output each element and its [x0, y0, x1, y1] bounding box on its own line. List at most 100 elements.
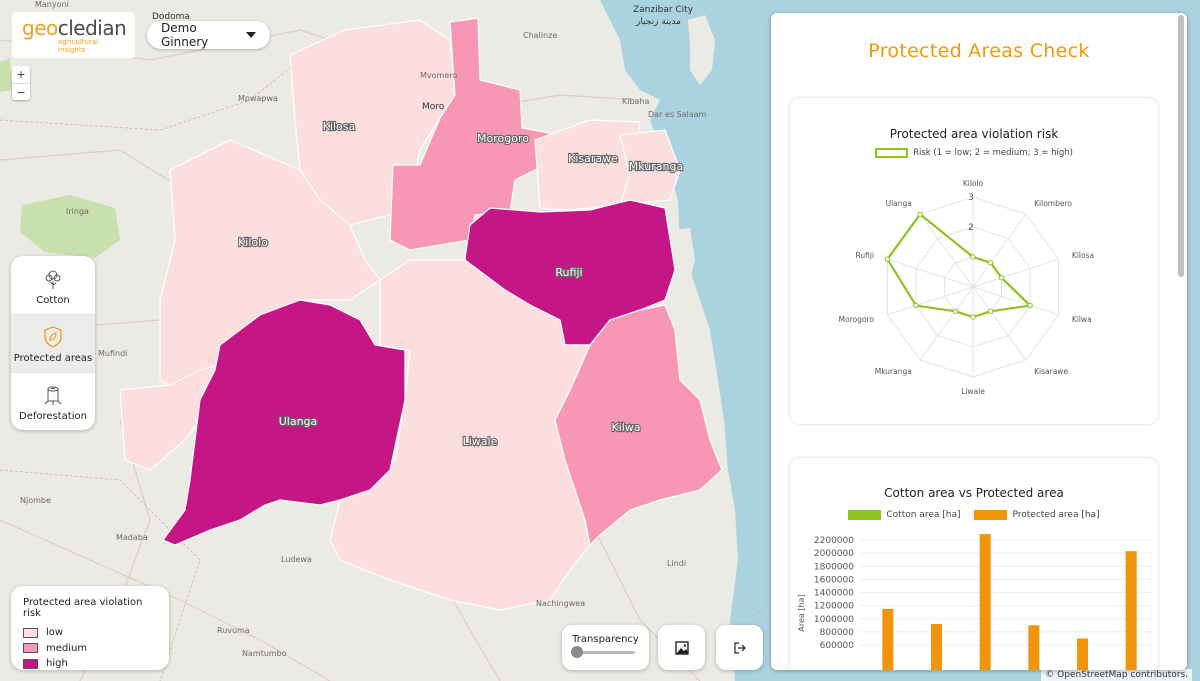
place-label: Mufindi [98, 349, 127, 358]
zanzibar-island [688, 15, 715, 85]
bar-legend-label-cotton: Cotton area [ha] [886, 510, 961, 520]
place-label: Ruvuma [217, 626, 250, 635]
radar-legend-swatch [875, 148, 909, 158]
zoom-in-button[interactable]: + [16, 68, 26, 81]
ginnery-select-value: Demo Ginnery [161, 21, 209, 49]
bar-legend-swatch-cotton [848, 510, 882, 520]
transparency-slider[interactable] [571, 646, 635, 658]
logout-button[interactable] [716, 625, 763, 670]
map-attribution[interactable]: © OpenStreetMap contributors. [1041, 669, 1192, 681]
place-label: Iringa [66, 207, 89, 216]
layer-switcher: Cotton Protected areas Deforestation [11, 256, 95, 430]
legend-label-high: high [46, 658, 68, 670]
radar-point [1027, 302, 1033, 309]
label-mkuranga: Mkuranga [629, 160, 683, 173]
logo-part-geo: geo [22, 16, 58, 40]
bar-chart: 600000 800000 1000000 1200000 1400000 1600000… [797, 534, 1152, 670]
radar-chart-card: Protected area violation risk Risk (1 = … [790, 98, 1158, 424]
radar-spoke [972, 213, 1027, 288]
radar-legend: Risk (1 = low; 2 = medium; 3 = high) [790, 148, 1158, 158]
bar-legend: Cotton area [ha] Protected area [ha] [790, 510, 1158, 520]
radar-chart-title: Protected area violation risk [889, 127, 1059, 141]
legend-swatch-high [23, 658, 38, 669]
layer-label-protected-areas: Protected areas [13, 353, 93, 364]
bar-y-tick-label: 2200000 [814, 536, 854, 546]
place-label: Dodoma [152, 12, 190, 22]
bar-protected-area [931, 624, 942, 670]
place-label: Lindi [667, 559, 686, 568]
legend-item-medium: medium [23, 641, 157, 657]
geocledian-logo[interactable]: geocledian agricultural insights [12, 12, 135, 58]
radar-category-label: Mkuranga [875, 367, 912, 376]
place-label: Ludewa [281, 555, 312, 564]
district-regions [119, 17, 723, 611]
region-kilolo[interactable] [159, 139, 381, 386]
bar-protected-area [882, 608, 894, 670]
radar-spoke [887, 286, 974, 316]
radar-chart: 2 3 Kilolo Kilombero Kilosa Kilwa Kisarawe Liwa… [839, 179, 1094, 396]
radar-category-label: Kisarawe [1034, 367, 1068, 376]
legend-label-medium: medium [46, 642, 88, 654]
place-label: Zanzibar City [633, 5, 694, 15]
radar-point [952, 308, 959, 314]
place-label: Kibaha [622, 97, 650, 106]
cotton-plant-icon [45, 270, 61, 289]
label-ulanga: Ulanga [279, 415, 318, 428]
zoom-out-button[interactable]: − [12, 83, 30, 100]
legend-label-low: low [46, 627, 64, 639]
radar-category-label: Kilwa [1072, 315, 1092, 324]
place-label: Dar es Salaam [648, 110, 707, 119]
bar-y-axis-label: Area [ha] [797, 594, 806, 631]
bar-legend-swatch-protected [974, 510, 1008, 520]
legend-item-low: low [23, 625, 157, 641]
place-label: Namtumbo [242, 649, 287, 658]
bar-chart-title: Cotton area vs Protected area [884, 486, 1064, 500]
radar-category-label: Kilombero [1034, 199, 1072, 208]
region-kilwa[interactable] [554, 304, 723, 547]
bar-y-tick-label: 1800000 [814, 562, 854, 572]
park-area [20, 195, 120, 258]
bar-y-tick-label: 600000 [820, 641, 855, 651]
radar-series-line [886, 212, 1033, 319]
place-label: Nachingwea [536, 599, 585, 608]
export-image-button[interactable] [658, 625, 705, 670]
bar-chart-card: Cotton area vs Protected area Cotton are… [790, 458, 1158, 670]
radar-spoke [887, 258, 974, 288]
place-label: Moro [422, 102, 445, 112]
place-label: Manyoni [35, 0, 69, 9]
label-kisarawe: Kisarawe [568, 152, 618, 165]
radar-tick-label: 3 [968, 193, 974, 203]
protected-areas-panel: Protected Areas Check Protected area vio… [771, 13, 1187, 670]
bar-y-tick-label: 800000 [820, 628, 855, 638]
radar-point [917, 211, 923, 217]
legend-swatch-low [23, 627, 38, 638]
radar-point [998, 275, 1005, 281]
layer-button-protected-areas[interactable]: Protected areas [11, 314, 95, 372]
ginnery-select[interactable]: Demo Ginnery [147, 21, 270, 49]
label-kilolo: Kilolo [238, 236, 268, 249]
radar-point [970, 254, 976, 260]
panel-scrollbar[interactable] [1178, 15, 1184, 277]
radar-category-label: Kilolo [963, 179, 984, 188]
zoom-control: + − [12, 66, 30, 100]
logo-part-cledian: cledian [57, 16, 127, 40]
bar-protected-area [1077, 638, 1088, 670]
place-label: مدينة زنجبار [635, 17, 681, 27]
transparency-control: Transparency [562, 625, 649, 670]
region-mkuranga[interactable] [619, 129, 681, 206]
bar-y-tick-label: 1000000 [814, 615, 854, 625]
radar-spoke [972, 286, 1027, 361]
bar-legend-label-protected: Protected area [ha] [1012, 510, 1100, 520]
region-ulanga[interactable] [162, 299, 406, 546]
layer-button-deforestation[interactable]: Deforestation [11, 372, 95, 430]
transparency-slider-handle[interactable] [571, 646, 583, 658]
radar-spoke [972, 258, 1059, 288]
mafia-island [672, 228, 695, 300]
panel-title: Protected Areas Check [868, 40, 1090, 62]
tree-stump-icon [44, 386, 62, 405]
radar-point [987, 260, 994, 266]
label-liwale: Liwale [463, 435, 498, 448]
radar-legend-label: Risk (1 = low; 2 = medium; 3 = high) [913, 148, 1073, 158]
place-label: Madaba [116, 533, 148, 542]
layer-button-cotton[interactable]: Cotton [11, 256, 95, 314]
